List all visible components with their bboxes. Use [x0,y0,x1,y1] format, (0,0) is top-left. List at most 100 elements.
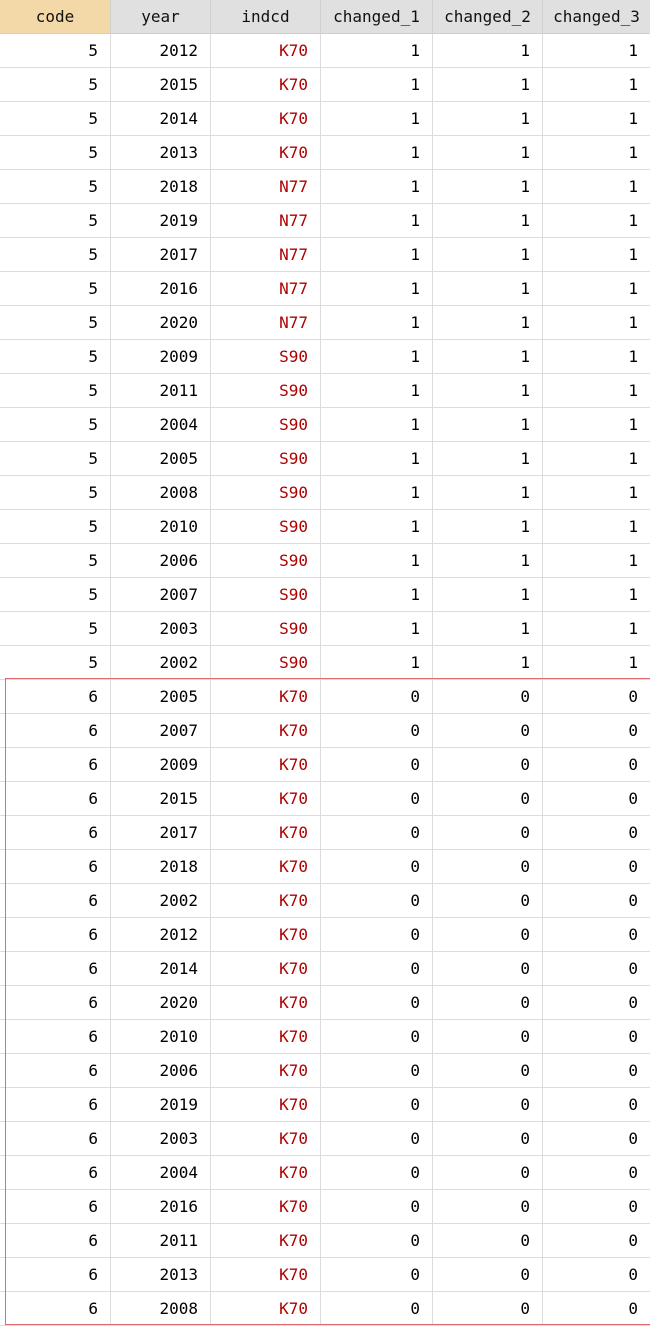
cell-changed-1[interactable]: 0 [321,680,433,714]
cell-code[interactable]: 6 [0,782,111,816]
cell-changed-2[interactable]: 1 [433,442,543,476]
cell-changed-2[interactable]: 1 [433,510,543,544]
cell-indcd[interactable]: S90 [211,476,321,510]
cell-year[interactable]: 2009 [111,340,211,374]
cell-changed-3[interactable]: 1 [543,340,650,374]
cell-code[interactable]: 6 [0,714,111,748]
cell-indcd[interactable]: K70 [211,1156,321,1190]
cell-code[interactable]: 5 [0,340,111,374]
cell-changed-3[interactable]: 1 [543,170,650,204]
cell-changed-2[interactable]: 1 [433,204,543,238]
cell-changed-2[interactable]: 1 [433,136,543,170]
cell-changed-1[interactable]: 0 [321,782,433,816]
cell-indcd[interactable]: K70 [211,1020,321,1054]
cell-code[interactable]: 6 [0,850,111,884]
cell-year[interactable]: 2011 [111,374,211,408]
cell-code[interactable]: 5 [0,646,111,680]
cell-changed-2[interactable]: 1 [433,238,543,272]
cell-changed-3[interactable]: 0 [543,680,650,714]
cell-code[interactable]: 5 [0,204,111,238]
cell-changed-3[interactable]: 0 [543,952,650,986]
column-header-year[interactable]: year [111,0,211,34]
cell-year[interactable]: 2006 [111,544,211,578]
cell-changed-1[interactable]: 0 [321,952,433,986]
cell-indcd[interactable]: K70 [211,1224,321,1258]
cell-code[interactable]: 5 [0,136,111,170]
cell-changed-1[interactable]: 1 [321,374,433,408]
cell-changed-1[interactable]: 0 [321,1190,433,1224]
cell-year[interactable]: 2010 [111,510,211,544]
cell-code[interactable]: 5 [0,476,111,510]
cell-changed-2[interactable]: 0 [433,884,543,918]
cell-indcd[interactable]: S90 [211,544,321,578]
cell-changed-2[interactable]: 0 [433,1122,543,1156]
cell-changed-3[interactable]: 1 [543,578,650,612]
cell-year[interactable]: 2009 [111,748,211,782]
cell-indcd[interactable]: K70 [211,850,321,884]
cell-year[interactable]: 2017 [111,238,211,272]
cell-code[interactable]: 5 [0,34,111,68]
cell-indcd[interactable]: S90 [211,340,321,374]
cell-changed-1[interactable]: 1 [321,136,433,170]
cell-changed-3[interactable]: 1 [543,408,650,442]
cell-code[interactable]: 6 [0,1292,111,1326]
cell-changed-3[interactable]: 0 [543,1156,650,1190]
cell-code[interactable]: 6 [0,816,111,850]
cell-changed-3[interactable]: 0 [543,1292,650,1326]
cell-changed-2[interactable]: 1 [433,34,543,68]
cell-changed-3[interactable]: 1 [543,204,650,238]
cell-changed-3[interactable]: 1 [543,272,650,306]
cell-year[interactable]: 2015 [111,68,211,102]
cell-changed-2[interactable]: 0 [433,952,543,986]
cell-year[interactable]: 2012 [111,34,211,68]
cell-year[interactable]: 2010 [111,1020,211,1054]
cell-changed-3[interactable]: 0 [543,782,650,816]
cell-year[interactable]: 2014 [111,102,211,136]
cell-changed-2[interactable]: 0 [433,782,543,816]
cell-changed-2[interactable]: 0 [433,1292,543,1326]
cell-changed-1[interactable]: 1 [321,646,433,680]
cell-indcd[interactable]: S90 [211,442,321,476]
cell-year[interactable]: 2014 [111,952,211,986]
cell-changed-1[interactable]: 1 [321,340,433,374]
cell-changed-2[interactable]: 1 [433,374,543,408]
cell-indcd[interactable]: N77 [211,272,321,306]
cell-changed-2[interactable]: 1 [433,612,543,646]
cell-indcd[interactable]: K70 [211,714,321,748]
cell-code[interactable]: 5 [0,306,111,340]
cell-code[interactable]: 6 [0,1088,111,1122]
cell-year[interactable]: 2007 [111,578,211,612]
cell-changed-3[interactable]: 0 [543,850,650,884]
cell-year[interactable]: 2008 [111,476,211,510]
cell-changed-1[interactable]: 0 [321,1054,433,1088]
column-header-changed-3[interactable]: changed_3 [543,0,650,34]
cell-changed-1[interactable]: 1 [321,272,433,306]
cell-changed-3[interactable]: 0 [543,1020,650,1054]
cell-year[interactable]: 2003 [111,1122,211,1156]
cell-changed-3[interactable]: 1 [543,510,650,544]
cell-changed-3[interactable]: 1 [543,646,650,680]
cell-changed-2[interactable]: 1 [433,102,543,136]
cell-year[interactable]: 2016 [111,1190,211,1224]
cell-changed-2[interactable]: 0 [433,680,543,714]
cell-changed-2[interactable]: 0 [433,1258,543,1292]
cell-changed-1[interactable]: 1 [321,306,433,340]
cell-changed-3[interactable]: 0 [543,986,650,1020]
cell-changed-2[interactable]: 0 [433,1156,543,1190]
cell-year[interactable]: 2005 [111,680,211,714]
cell-year[interactable]: 2020 [111,986,211,1020]
cell-changed-3[interactable]: 0 [543,1122,650,1156]
cell-indcd[interactable]: S90 [211,374,321,408]
cell-indcd[interactable]: K70 [211,918,321,952]
cell-indcd[interactable]: N77 [211,204,321,238]
cell-indcd[interactable]: S90 [211,612,321,646]
cell-changed-1[interactable]: 1 [321,170,433,204]
cell-changed-3[interactable]: 0 [543,816,650,850]
cell-changed-2[interactable]: 0 [433,1088,543,1122]
cell-changed-1[interactable]: 0 [321,1020,433,1054]
cell-changed-3[interactable]: 1 [543,306,650,340]
cell-indcd[interactable]: K70 [211,748,321,782]
cell-changed-3[interactable]: 0 [543,1258,650,1292]
cell-indcd[interactable]: K70 [211,68,321,102]
cell-code[interactable]: 5 [0,374,111,408]
